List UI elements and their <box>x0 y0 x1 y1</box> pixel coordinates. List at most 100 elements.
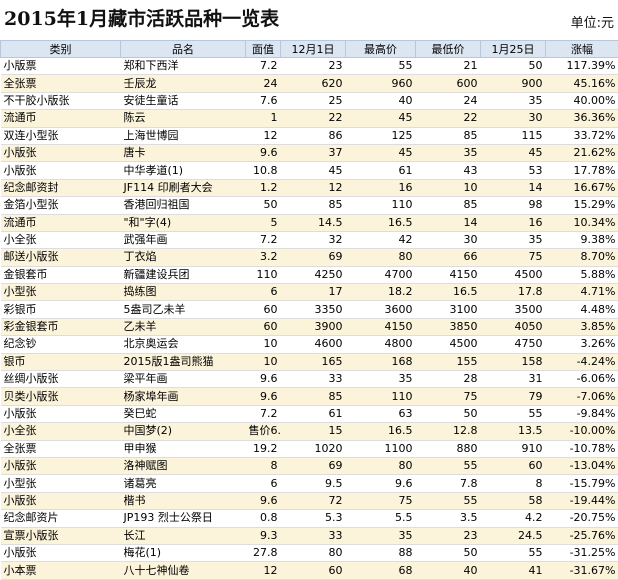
cell: 55 <box>415 492 481 511</box>
cell: 16.5 <box>345 422 416 441</box>
row: 流通币 "和"字(4) 5 14.5 16.5 14 16 10.34% <box>0 214 618 232</box>
cell: 4150 <box>345 318 416 337</box>
cell: 7.2 <box>245 405 281 424</box>
cell: 45 <box>480 144 546 163</box>
cell: 61 <box>345 161 416 180</box>
cell: 35 <box>480 231 546 250</box>
cell: 37 <box>280 144 346 163</box>
cell: 贝类小版张 <box>0 387 121 406</box>
cell: 郑和下西洋 <box>120 57 246 76</box>
cell: 24 <box>415 92 481 111</box>
cell: 16.67% <box>545 179 618 198</box>
cell: 27.8 <box>245 544 281 563</box>
cell: 0.8 <box>245 509 281 528</box>
cell: -13.04% <box>545 457 618 476</box>
cell: 8 <box>480 474 546 493</box>
cell: 16 <box>345 179 416 198</box>
header: 2015年1月藏市活跃品种一览表 单位:元 <box>0 0 618 40</box>
cell: 18.2 <box>345 283 416 302</box>
cell: 全张票 <box>0 440 121 458</box>
cell: 10 <box>415 179 481 198</box>
cell: 4500 <box>480 266 546 285</box>
cell: 85 <box>415 127 481 145</box>
cell: 洛神赋图 <box>120 457 246 476</box>
table-body: 小版票 郑和下西洋 7.2 23 55 21 50 117.39% 全张票 壬辰龙 24 620 960… <box>0 57 618 580</box>
cell: 10 <box>245 353 281 372</box>
cell: 7.2 <box>245 57 281 76</box>
cell: 31 <box>480 370 546 389</box>
cell: 80 <box>280 544 346 563</box>
cell: 10 <box>245 335 281 354</box>
cell: 双连小型张 <box>0 127 121 145</box>
cell: 79 <box>480 387 546 406</box>
row: 全张票 壬辰龙 24 620 960 600 900 45.16% <box>0 74 618 93</box>
cell: 117.39% <box>545 57 618 76</box>
cell: 纪念邮资片 <box>0 509 121 528</box>
cell: 21.62% <box>545 144 618 163</box>
cell: 23 <box>280 57 346 76</box>
cell: 9.6 <box>345 474 416 493</box>
cell: 50 <box>245 196 281 215</box>
cell: 22 <box>415 109 481 128</box>
cell: 55 <box>345 57 416 76</box>
row: 纪念邮资封 JF114 印刷者大会 1.2 12 16 10 14 16.67% <box>0 179 618 198</box>
cell: 小型张 <box>0 474 121 493</box>
cell: 4750 <box>480 335 546 354</box>
cell: 15 <box>280 422 346 441</box>
cell: 9.5 <box>280 474 346 493</box>
cell: 安徒生童话 <box>120 92 246 111</box>
column-header: 品名 <box>120 40 246 58</box>
cell: 7.6 <box>245 92 281 111</box>
row: 小版张 中华孝道(1) 10.8 45 61 43 53 17.78% <box>0 161 618 180</box>
row: 流通币 陈云 1 22 45 22 30 36.36% <box>0 109 618 128</box>
cell: 彩金银套币 <box>0 318 121 337</box>
cell: 楷书 <box>120 492 246 511</box>
cell: 4.2 <box>480 509 546 528</box>
cell: 600 <box>415 74 481 93</box>
cell: 小版张 <box>0 144 121 163</box>
row: 小型张 诸葛亮 6 9.5 9.6 7.8 8 -15.79% <box>0 474 618 493</box>
cell: 12 <box>245 127 281 145</box>
cell: 10.34% <box>545 214 618 232</box>
cell: 40.00% <box>545 92 618 111</box>
row: 丝绸小版张 梁平年画 9.6 33 35 28 31 -6.06% <box>0 370 618 389</box>
cell: 75 <box>480 248 546 267</box>
cell: 小版张 <box>0 544 121 563</box>
cell: 19.2 <box>245 440 281 458</box>
cell: 880 <box>415 440 481 458</box>
cell: 17.78% <box>545 161 618 180</box>
cell: 金银套币 <box>0 266 121 285</box>
cell: 4.48% <box>545 300 618 319</box>
cell: 110 <box>345 196 416 215</box>
cell: 45 <box>345 144 416 163</box>
cell: 6 <box>245 474 281 493</box>
cell: 86 <box>280 127 346 145</box>
cell: 910 <box>480 440 546 458</box>
cell: 3.5 <box>415 509 481 528</box>
row: 小全张 武强年画 7.2 32 42 30 35 9.38% <box>0 231 618 250</box>
column-header: 最低价 <box>415 40 481 58</box>
cell: 新疆建设兵团 <box>120 266 246 285</box>
cell: 4250 <box>280 266 346 285</box>
cell: 33 <box>280 527 346 545</box>
cell: 35 <box>345 370 416 389</box>
cell: 35 <box>480 92 546 111</box>
cell: 75 <box>415 387 481 406</box>
cell: 58 <box>480 492 546 511</box>
cell: 9.6 <box>245 144 281 163</box>
cell: 60 <box>245 318 281 337</box>
cell: -31.25% <box>545 544 618 563</box>
row: 小版张 洛神赋图 8 69 80 55 60 -13.04% <box>0 457 618 476</box>
cell: 125 <box>345 127 416 145</box>
cell: 69 <box>280 248 346 267</box>
cell: 诸葛亮 <box>120 474 246 493</box>
cell: 3.85% <box>545 318 618 337</box>
cell: 流通币 <box>0 109 121 128</box>
column-header: 最高价 <box>345 40 416 58</box>
cell: 12 <box>280 179 346 198</box>
cell: 24 <box>245 74 281 93</box>
cell: 5.3 <box>280 509 346 528</box>
cell: 23 <box>415 527 481 545</box>
row: 彩金银套币 乙未羊 60 3900 4150 3850 4050 3.85% <box>0 318 618 337</box>
column-header: 涨幅 <box>545 40 618 58</box>
